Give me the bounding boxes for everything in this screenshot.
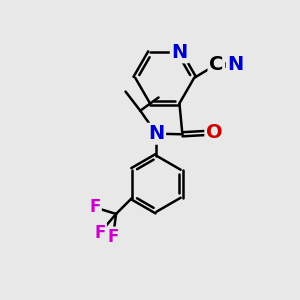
Text: F: F xyxy=(89,198,100,216)
Text: O: O xyxy=(206,123,223,142)
Text: N: N xyxy=(171,43,188,62)
Text: C: C xyxy=(209,55,224,74)
Text: F: F xyxy=(107,228,119,246)
Text: N: N xyxy=(148,124,165,143)
Text: F: F xyxy=(94,224,106,242)
Text: N: N xyxy=(227,55,244,74)
